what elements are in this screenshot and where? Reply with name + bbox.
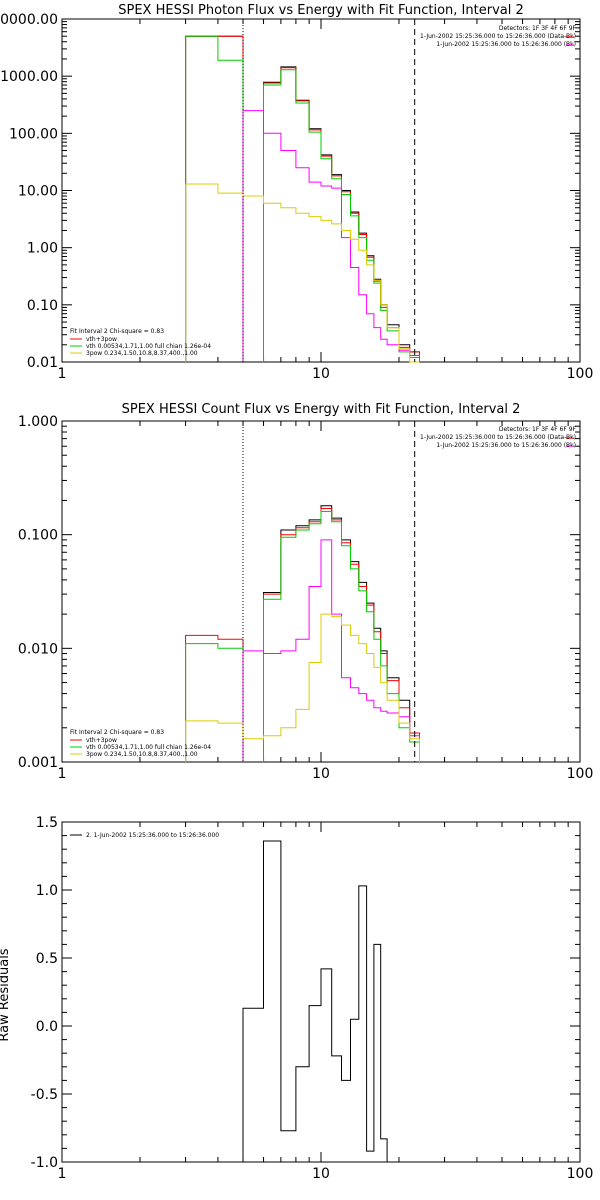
- x-tick-label: 100: [567, 766, 594, 782]
- y-tick-label: 10.00: [18, 184, 58, 200]
- series-line-4: [185, 613, 420, 762]
- panel-2-info: Detectors: 1F 3F 4F 6F 9F 1-Jun-2002 15:…: [420, 426, 577, 449]
- panel-1-vlines: [242, 19, 416, 362]
- series-line-1: [185, 35, 420, 362]
- y-tick-label: 1.00: [27, 241, 58, 257]
- panel-2-frame: [61, 420, 581, 763]
- panel-2-title: SPEX HESSI Count Flux vs Energy with Fit…: [122, 402, 521, 417]
- y-tick-label: -0.5: [31, 1087, 58, 1103]
- y-tick-label: 1000.00: [0, 69, 58, 85]
- panel-1-info-line: Detectors: 1F 3F 4F 6F 9F: [499, 25, 577, 32]
- y-tick-label: 1.0: [36, 883, 58, 899]
- y-tick-label: 0.01: [27, 355, 58, 371]
- y-tick-label: 1.5: [36, 815, 58, 831]
- series-line-2: [185, 35, 420, 362]
- panel-1-info: Detectors: 1F 3F 4F 6F 9F 1-Jun-2002 15:…: [420, 25, 577, 48]
- y-tick-label: 0.001: [18, 755, 58, 771]
- photon-flux-panel: SPEX HESSI Photon Flux vs Energy with Fi…: [0, 3, 593, 382]
- series-line-0: [263, 505, 420, 762]
- y-tick-label: 0.010: [18, 641, 58, 657]
- series-line-0: [185, 35, 420, 362]
- panel-2-ticks: 1 10 100 0.001 0.010 0.100 1.000: [18, 414, 593, 782]
- panel-2-info-line: 1-Jun-2002 15:25:36.000 to 15:26:36.000 …: [436, 442, 576, 449]
- fit-legend-line: vth+3pow: [86, 737, 117, 744]
- y-tick-label: -1.0: [31, 1155, 58, 1171]
- x-tick-label: 1: [58, 366, 67, 382]
- x-tick-label: 1: [58, 766, 67, 782]
- panel-2-vlines: [242, 421, 416, 762]
- panel-3-ylabel: Raw Residuals: [0, 948, 12, 1041]
- y-tick-label: 10000.00: [0, 12, 58, 28]
- series-line-3: [242, 110, 420, 362]
- x-tick-label: 100: [567, 366, 594, 382]
- fit-legend-line: vth 0.00534,1.71,1.00 full chian 1.26e-0…: [86, 343, 211, 350]
- y-tick-label: 0.0: [36, 1019, 58, 1035]
- panel-2-fit-legend: Fit Interval 2 Chi-square = 0.83 vth+3po…: [70, 729, 211, 758]
- x-tick-label: 100: [567, 1166, 594, 1182]
- panel-1-fit-legend: Fit Interval 2 Chi-square = 0.83 vth+3po…: [70, 328, 211, 357]
- fit-legend-line: 3pow 0.234,1.50,10.8,8.37,400.,1.00: [86, 350, 198, 357]
- series-line-1: [185, 508, 420, 762]
- panel-3-series: [242, 840, 388, 1162]
- residual-legend-label: 2. 1-Jun-2002 15:25:36.000 to 15:26:36.0…: [86, 832, 219, 839]
- y-tick-label: 1.000: [18, 414, 58, 430]
- count-flux-panel: SPEX HESSI Count Flux vs Energy with Fit…: [18, 402, 593, 782]
- y-tick-label: 100.00: [9, 126, 58, 142]
- panel-1-ticks: 1 10 100 0.01 0.10 1.00 10.00 100.00 1000.00 1000…: [0, 12, 593, 382]
- panel-1-info-line: 1-Jun-2002 15:25:36.000 to 15:26:36.000 …: [420, 33, 576, 40]
- panel-1-title: SPEX HESSI Photon Flux vs Energy with Fi…: [118, 3, 524, 18]
- fit-legend-line: vth+3pow: [86, 336, 117, 343]
- x-tick-label: 10: [312, 1166, 330, 1182]
- x-tick-label: 10: [312, 366, 330, 382]
- panel-1-frame: [61, 18, 581, 363]
- fit-legend-line: Fit Interval 2 Chi-square = 0.83: [70, 328, 164, 335]
- y-tick-label: 0.100: [18, 528, 58, 544]
- fit-legend-line: 3pow 0.234,1.50,10.8,8.37,400.,1.00: [86, 751, 198, 758]
- series-line-2: [185, 511, 420, 762]
- x-tick-label: 1: [58, 1166, 67, 1182]
- panel-3-ticks: 1 10 100 -1.0 -0.5 0.0 0.5 1.0 1.5: [31, 815, 594, 1182]
- fit-legend-line: vth 0.00534,1.71,1.00 full chian 1.26e-0…: [86, 744, 211, 751]
- series-line-0: [242, 840, 388, 1162]
- panel-2-info-line: Detectors: 1F 3F 4F 6F 9F: [499, 426, 577, 433]
- x-tick-label: 10: [312, 766, 330, 782]
- series-line-4: [185, 183, 420, 363]
- y-tick-label: 0.5: [36, 951, 58, 967]
- panel-1-series: [185, 35, 420, 363]
- residuals-panel: Raw Residuals 1 10 100 -1.0 -0.5 0.0 0.5 1.0 1.5…: [0, 815, 593, 1182]
- panel-2-info-line: 1-Jun-2002 15:25:36.000 to 15:26:36.000 …: [420, 434, 576, 441]
- y-tick-label: 0.10: [27, 298, 58, 314]
- panel-3-legend: 2. 1-Jun-2002 15:25:36.000 to 15:26:36.0…: [70, 832, 219, 839]
- series-line-3: [242, 539, 420, 762]
- panel-1-info-line: 1-Jun-2002 15:25:36.000 to 15:26:36.000 …: [436, 41, 576, 48]
- fit-legend-line: Fit Interval 2 Chi-square = 0.83: [70, 729, 164, 736]
- panel-2-series: [185, 505, 420, 762]
